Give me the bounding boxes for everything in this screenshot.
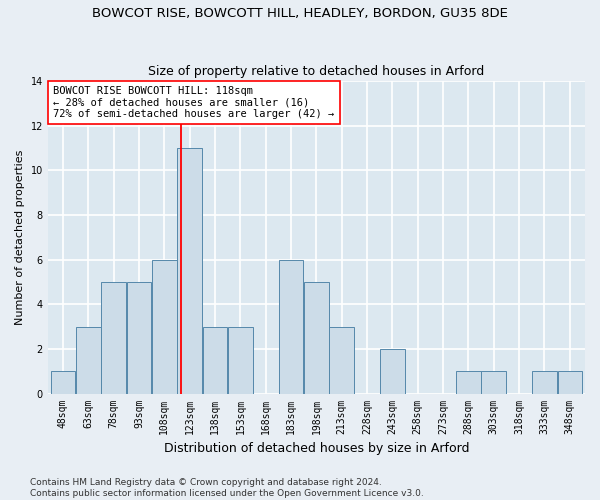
Bar [279,260,304,394]
Title: Size of property relative to detached houses in Arford: Size of property relative to detached ho… [148,66,485,78]
Bar [76,326,101,394]
Text: Contains HM Land Registry data © Crown copyright and database right 2024.
Contai: Contains HM Land Registry data © Crown c… [30,478,424,498]
Bar [178,148,202,394]
Bar [456,371,481,394]
Bar [532,371,557,394]
X-axis label: Distribution of detached houses by size in Arford: Distribution of detached houses by size … [164,442,469,455]
Bar [203,326,227,394]
Bar [101,282,126,394]
Text: BOWCOT RISE BOWCOTT HILL: 118sqm
← 28% of detached houses are smaller (16)
72% o: BOWCOT RISE BOWCOTT HILL: 118sqm ← 28% o… [53,86,334,119]
Bar [152,260,176,394]
Bar [228,326,253,394]
Bar [557,371,582,394]
Bar [329,326,354,394]
Y-axis label: Number of detached properties: Number of detached properties [15,150,25,325]
Bar [127,282,151,394]
Text: BOWCOT RISE, BOWCOTT HILL, HEADLEY, BORDON, GU35 8DE: BOWCOT RISE, BOWCOTT HILL, HEADLEY, BORD… [92,8,508,20]
Bar [304,282,329,394]
Bar [380,349,405,394]
Bar [481,371,506,394]
Bar [51,371,75,394]
